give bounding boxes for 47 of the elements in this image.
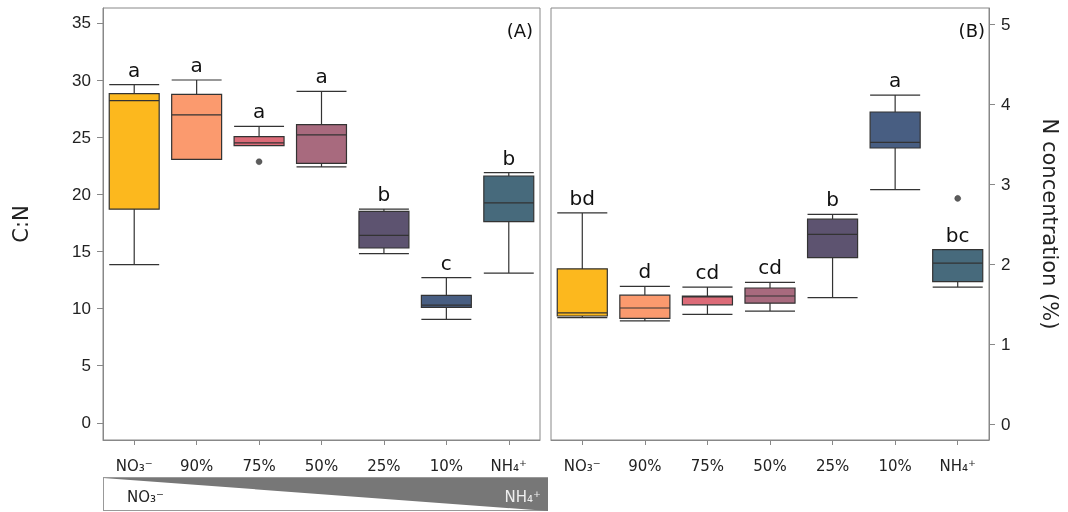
annotation: a	[315, 64, 328, 89]
x-tick-label: NO₃⁻	[563, 456, 601, 475]
x-tick-label: 75%	[690, 456, 725, 475]
y-tick-label: 3	[1001, 174, 1011, 194]
y-tick-label: 15	[72, 241, 91, 261]
x-tick-label: 90%	[628, 456, 662, 475]
y-axis-title: N concentration (%)	[1037, 118, 1062, 330]
annotation: b	[502, 145, 516, 170]
annotation: b	[826, 187, 839, 212]
annotation: a	[190, 53, 203, 77]
annotation: d	[638, 259, 652, 284]
x-tick-label: 50%	[304, 456, 339, 475]
x-tick-label: 10%	[429, 456, 464, 475]
y-tick-label: 0	[1001, 414, 1011, 434]
annotation: bc	[945, 222, 970, 247]
y-tick-label: 5	[81, 356, 91, 376]
text: (A)	[506, 19, 533, 41]
y-tick-label: 4	[1001, 94, 1011, 114]
x-tick-label: 10%	[878, 456, 912, 475]
annotation: bd	[569, 185, 595, 210]
y-tick-label: 2	[1001, 254, 1011, 274]
x-tick-label: NO₃⁻	[115, 456, 153, 475]
x-tick-label: NH₄⁺	[939, 456, 976, 475]
annotation: cd	[695, 260, 720, 285]
x-tick-label: 75%	[242, 456, 276, 475]
x-tick-label: 25%	[815, 456, 850, 475]
annotation: b	[377, 182, 391, 207]
y-tick-label: 25	[72, 127, 91, 147]
y-tick-label: 5	[1001, 14, 1011, 34]
y-tick-label: 20	[72, 184, 91, 204]
text: (B)	[958, 19, 986, 41]
x-tick-label: NH₄⁺	[490, 456, 527, 475]
x-tick-label: 50%	[753, 456, 787, 475]
wedge-diagram: NO₃⁻ NH₄⁺	[103, 477, 548, 511]
y-tick-label: 35	[72, 13, 91, 33]
x-tick-label: 90%	[179, 456, 214, 475]
x-tick-label: 25%	[367, 456, 401, 475]
annotation: c	[440, 250, 452, 275]
y-tick-label: 1	[1001, 334, 1011, 354]
y-tick-label: 0	[81, 413, 91, 433]
annotation: cd	[758, 255, 782, 280]
y-tick-label: 10	[72, 299, 91, 319]
annotation: a	[252, 99, 266, 124]
y-tick-label: 30	[72, 70, 91, 90]
y-axis-title: C:N	[8, 205, 33, 243]
annotation: a	[128, 57, 141, 82]
annotation: a	[889, 68, 902, 93]
